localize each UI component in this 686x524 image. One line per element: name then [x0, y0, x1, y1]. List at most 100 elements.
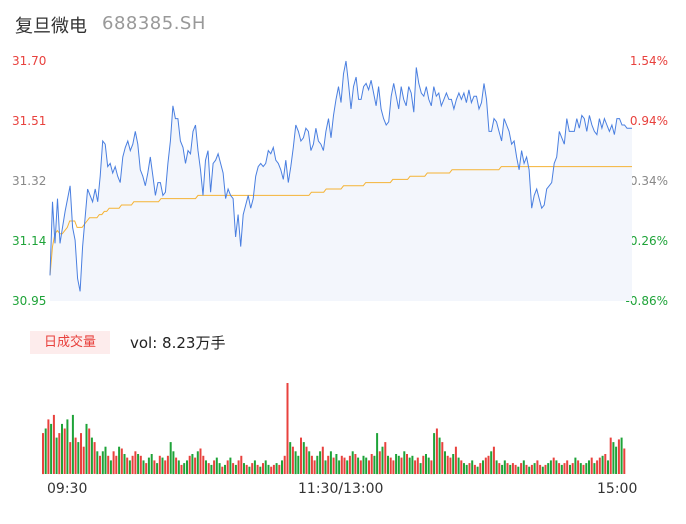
volume-bar — [539, 464, 542, 474]
volume-bar — [104, 446, 107, 474]
volume-bar — [381, 446, 384, 474]
volume-bar — [147, 457, 150, 474]
volume-bar — [196, 451, 199, 475]
volume-bar — [272, 464, 275, 474]
volume-bar — [101, 451, 104, 475]
volume-bar — [373, 455, 376, 474]
price-tick-top: 31.70 — [12, 54, 47, 68]
volume-bar — [376, 433, 379, 475]
volume-bar — [400, 457, 403, 474]
volume-bar — [44, 428, 47, 474]
volume-bar — [596, 460, 599, 475]
volume-bar — [598, 457, 601, 474]
volume-bar — [387, 455, 389, 474]
volume-bar — [313, 460, 316, 475]
volume-bar — [340, 455, 343, 474]
volume-bar — [240, 455, 243, 474]
volume-bar — [213, 460, 216, 475]
volume-bar — [112, 451, 115, 475]
volume-bar — [560, 464, 563, 474]
volume-bar — [571, 463, 574, 474]
volume-bar — [71, 414, 74, 474]
volume-bar — [93, 442, 96, 474]
volume-bar — [495, 460, 498, 475]
volume-bar — [406, 454, 408, 474]
pct-tick-bottom: -0.86% — [625, 294, 668, 308]
volume-bar — [403, 451, 406, 475]
volume-bar — [579, 463, 582, 474]
volume-bar — [368, 460, 370, 475]
volume-bar — [604, 454, 607, 474]
volume-bar — [544, 464, 547, 474]
volume-bar — [588, 460, 590, 475]
volume-bar — [585, 463, 588, 474]
volume-bar — [517, 466, 520, 474]
volume-bar — [435, 428, 438, 474]
volume-bar — [289, 442, 292, 474]
volume-bar — [58, 433, 61, 475]
volume-bar — [275, 463, 278, 474]
volume-bar — [253, 460, 256, 475]
volume-bar — [498, 463, 501, 474]
volume-bar — [612, 442, 615, 474]
volume-bar — [354, 454, 357, 474]
volume-bar — [80, 433, 82, 475]
volume-bar — [120, 448, 123, 474]
x-tick-midday: 11:30/13:00 — [298, 481, 384, 497]
volume-bar — [256, 464, 259, 474]
volume-bar — [362, 455, 365, 474]
volume-bar — [96, 451, 99, 475]
volume-bar — [183, 463, 186, 474]
volume-bar — [473, 464, 476, 474]
volume-bar — [487, 455, 490, 474]
volume-bar — [574, 457, 577, 474]
volume-bar — [61, 423, 63, 474]
volume-bar — [243, 463, 245, 474]
volume-bar — [444, 451, 446, 475]
volume-bar — [609, 437, 612, 474]
volume-bar — [501, 464, 504, 474]
volume-bar — [264, 460, 267, 475]
volume-bar — [392, 460, 395, 475]
price-tick-bottom: 30.95 — [12, 294, 47, 308]
average-price-line — [49, 166, 632, 276]
volume-bar — [286, 383, 289, 474]
volume-bar — [145, 463, 148, 474]
x-tick-open: 09:30 — [47, 481, 88, 497]
volume-bar — [433, 433, 436, 475]
volume-bar — [137, 454, 140, 474]
volume-bar — [177, 460, 180, 475]
volume-bar — [109, 460, 112, 475]
volume-bar — [346, 460, 349, 475]
volume-bar — [457, 457, 460, 474]
volume-bar — [118, 446, 121, 474]
volume-bar — [463, 463, 465, 474]
volume-bar — [180, 464, 183, 474]
price-area-fill — [50, 61, 632, 301]
volume-bar — [262, 463, 264, 474]
volume-bar — [128, 460, 131, 475]
volume-bar — [327, 455, 330, 474]
volume-bar — [302, 442, 305, 474]
volume-bar — [520, 463, 523, 474]
volume-bar — [414, 460, 417, 475]
volume-bar — [123, 454, 126, 474]
volume-bar — [50, 423, 53, 474]
volume-bar — [509, 464, 512, 474]
volume-bar — [164, 460, 167, 475]
volume-bar — [533, 463, 536, 474]
volume-bar — [389, 457, 392, 474]
volume-bar — [283, 455, 286, 474]
volume-bar — [555, 460, 558, 475]
volume-bar — [446, 455, 449, 474]
volume-bar — [245, 464, 248, 474]
volume-bar — [582, 464, 585, 474]
volume-bar — [139, 455, 142, 474]
volume-bar — [335, 454, 338, 474]
volume-bar — [549, 460, 552, 475]
volume-bar — [482, 460, 484, 475]
volume-bar — [329, 451, 332, 475]
volume-bar — [126, 457, 129, 474]
volume-bar — [186, 460, 188, 475]
volume-bar — [234, 464, 237, 474]
